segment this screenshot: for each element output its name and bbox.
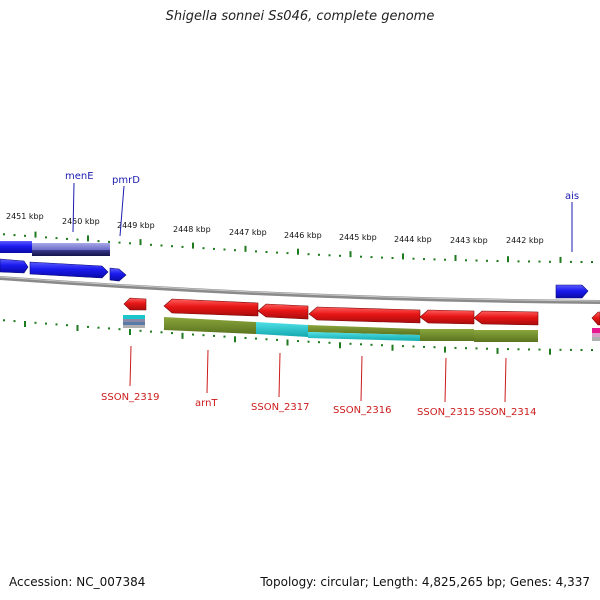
reverse-feature[interactable] <box>123 319 145 322</box>
reverse-callouts <box>129 345 507 403</box>
reverse-feature[interactable] <box>592 337 600 341</box>
reverse-gene-track <box>123 297 600 326</box>
reverse-gene[interactable] <box>591 311 600 326</box>
gene-label-SSON_2314[interactable]: SSON_2314 <box>478 407 537 418</box>
reverse-feature[interactable] <box>123 322 145 325</box>
genome-summary-text: Topology: circular; Length: 4,825,265 bp… <box>260 575 590 589</box>
forward-gene[interactable] <box>29 261 109 279</box>
ruler-label: 2443 kbp <box>450 236 488 245</box>
ruler-label: 2444 kbp <box>394 235 432 244</box>
forward-gene[interactable] <box>555 284 589 299</box>
ruler-label: 2442 kbp <box>506 236 544 245</box>
lower-tick-row <box>3 319 593 355</box>
reverse-feature[interactable] <box>308 332 420 341</box>
forward-gene[interactable] <box>0 258 29 274</box>
reverse-gene[interactable] <box>419 309 475 325</box>
ruler-label: 2448 kbp <box>173 225 211 234</box>
reverse-feature[interactable] <box>420 329 474 341</box>
gene-label-SSON_2319[interactable]: SSON_2319 <box>101 392 160 403</box>
gene-label-menE[interactable]: menE <box>65 171 94 182</box>
gene-label-ais[interactable]: ais <box>565 191 579 202</box>
reverse-feature[interactable] <box>256 322 308 337</box>
callout-line <box>129 345 132 387</box>
genome-title: Shigella sonnei Ss046, complete genome <box>165 9 435 24</box>
callout-line <box>360 355 363 402</box>
forward-feature[interactable] <box>32 243 110 250</box>
forward-gene-track <box>0 258 589 299</box>
reverse-feature[interactable] <box>123 325 145 328</box>
forward-callouts <box>72 182 573 252</box>
upper-tick-row <box>3 231 593 263</box>
reverse-gene[interactable] <box>473 310 539 326</box>
reverse-feature[interactable] <box>592 328 600 333</box>
forward-feature[interactable] <box>0 241 32 253</box>
callout-line <box>206 349 209 394</box>
ruler-label: 2451 kbp <box>6 212 44 221</box>
forward-feature[interactable] <box>32 250 110 256</box>
ruler-labels: 2451 kbp 2450 kbp 2449 kbp 2448 kbp 2447… <box>6 212 544 245</box>
callout-line <box>119 185 125 237</box>
reverse-gene[interactable] <box>163 298 259 317</box>
gene-label-SSON_2316[interactable]: SSON_2316 <box>333 405 392 416</box>
callout-line <box>278 352 281 398</box>
accession-text: Accession: NC_007384 <box>9 575 146 589</box>
ruler-label: 2449 kbp <box>117 221 155 230</box>
reverse-gene[interactable] <box>308 306 421 324</box>
ruler-label: 2447 kbp <box>229 228 267 237</box>
gene-label-SSON_2317[interactable]: SSON_2317 <box>251 402 310 413</box>
gene-label-pmrD[interactable]: pmrD <box>112 175 140 186</box>
forward-annotation-track <box>0 241 110 256</box>
callout-line <box>504 357 507 403</box>
forward-gene[interactable] <box>109 267 127 282</box>
reverse-gene-labels: SSON_2319 arnT SSON_2317 SSON_2316 SSON_… <box>101 392 537 418</box>
gene-label-arnT[interactable]: arnT <box>195 398 218 409</box>
genome-backbone <box>0 276 600 304</box>
callout-line <box>444 357 447 403</box>
reverse-feature[interactable] <box>308 325 420 335</box>
ruler-label: 2450 kbp <box>62 217 100 226</box>
reverse-feature[interactable] <box>474 330 538 342</box>
reverse-feature[interactable] <box>123 315 145 319</box>
reverse-feature[interactable] <box>592 333 600 337</box>
genome-backbone-highlight <box>0 276 600 302</box>
reverse-gene[interactable] <box>123 297 147 311</box>
forward-gene-labels: menE pmrD ais <box>65 171 579 202</box>
reverse-annotation-track <box>123 315 600 342</box>
reverse-feature[interactable] <box>164 317 256 334</box>
gene-label-SSON_2315[interactable]: SSON_2315 <box>417 407 476 418</box>
ruler-label: 2446 kbp <box>284 231 322 240</box>
reverse-gene[interactable] <box>257 303 309 320</box>
callout-line <box>72 182 75 233</box>
ruler-label: 2445 kbp <box>339 233 377 242</box>
